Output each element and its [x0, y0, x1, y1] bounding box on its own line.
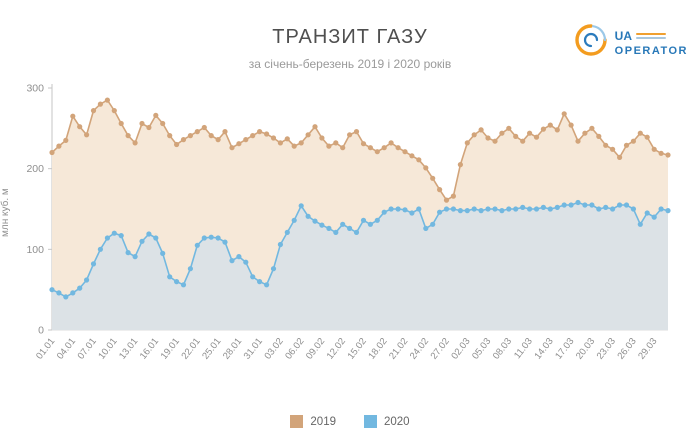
svg-text:0: 0 — [38, 325, 44, 337]
svg-text:02.03: 02.03 — [449, 336, 472, 362]
company-logo: UA OPERATOR — [573, 22, 688, 63]
svg-text:23.03: 23.03 — [595, 336, 618, 362]
svg-text:04.01: 04.01 — [55, 336, 78, 362]
svg-text:09.02: 09.02 — [304, 336, 327, 362]
chart-title: ТРАНЗИТ ГАЗУ — [272, 26, 428, 48]
svg-text:13.01: 13.01 — [117, 336, 140, 362]
svg-text:26.03: 26.03 — [615, 336, 638, 362]
svg-text:07.01: 07.01 — [76, 336, 99, 362]
legend-label-2020: 2020 — [384, 415, 410, 428]
svg-text:14.03: 14.03 — [532, 336, 555, 362]
svg-text:28.01: 28.01 — [221, 336, 244, 362]
svg-text:25.01: 25.01 — [200, 336, 223, 362]
swirl-icon — [573, 22, 609, 63]
svg-text:08.03: 08.03 — [491, 336, 514, 362]
svg-text:17.03: 17.03 — [553, 336, 576, 362]
logo-text: UA OPERATOR — [615, 29, 688, 57]
svg-text:300: 300 — [26, 83, 44, 95]
svg-text:22.01: 22.01 — [179, 336, 202, 362]
legend-label-2019: 2019 — [310, 415, 336, 428]
svg-text:10.01: 10.01 — [96, 336, 119, 362]
svg-text:06.02: 06.02 — [283, 336, 306, 362]
svg-text:18.02: 18.02 — [366, 336, 389, 362]
svg-text:11.03: 11.03 — [512, 336, 535, 361]
logo-text-operator: OPERATOR — [614, 44, 688, 57]
logo-text-ua: UA — [614, 28, 633, 43]
legend-swatch-2019 — [290, 415, 304, 428]
svg-text:20.03: 20.03 — [574, 336, 597, 362]
svg-text:200: 200 — [26, 163, 44, 175]
svg-text:01.01: 01.01 — [34, 336, 57, 362]
chart-legend: 2019 2020 — [0, 415, 700, 428]
svg-text:03.02: 03.02 — [262, 336, 285, 362]
legend-swatch-2020 — [364, 415, 377, 428]
svg-text:15.02: 15.02 — [346, 336, 369, 362]
logo-tagline-lines — [636, 32, 667, 39]
svg-text:29.03: 29.03 — [636, 336, 659, 362]
svg-text:31.01: 31.01 — [242, 336, 265, 362]
legend-item-2020: 2020 — [364, 415, 410, 428]
chart-subtitle: за січень-березень 2019 і 2020 років — [248, 57, 452, 71]
y-axis-label: млн куб. м — [0, 188, 11, 238]
svg-text:16.01: 16.01 — [138, 336, 161, 362]
svg-text:21.02: 21.02 — [387, 336, 410, 362]
svg-text:05.03: 05.03 — [470, 336, 493, 362]
svg-text:12.02: 12.02 — [325, 336, 348, 362]
legend-item-2019: 2019 — [290, 415, 336, 428]
chart-area: 0 100 200 300 01.01 04.01 07.01 10.01 13.01 16.01… — [6, 78, 682, 392]
svg-text:19.01: 19.01 — [159, 336, 182, 362]
svg-text:24.02: 24.02 — [408, 336, 431, 362]
chart-plot: 0 100 200 300 01.0104.0107.0110.0113.0116.01… — [26, 83, 671, 362]
svg-text:27.02: 27.02 — [429, 336, 452, 362]
svg-text:100: 100 — [26, 244, 44, 256]
